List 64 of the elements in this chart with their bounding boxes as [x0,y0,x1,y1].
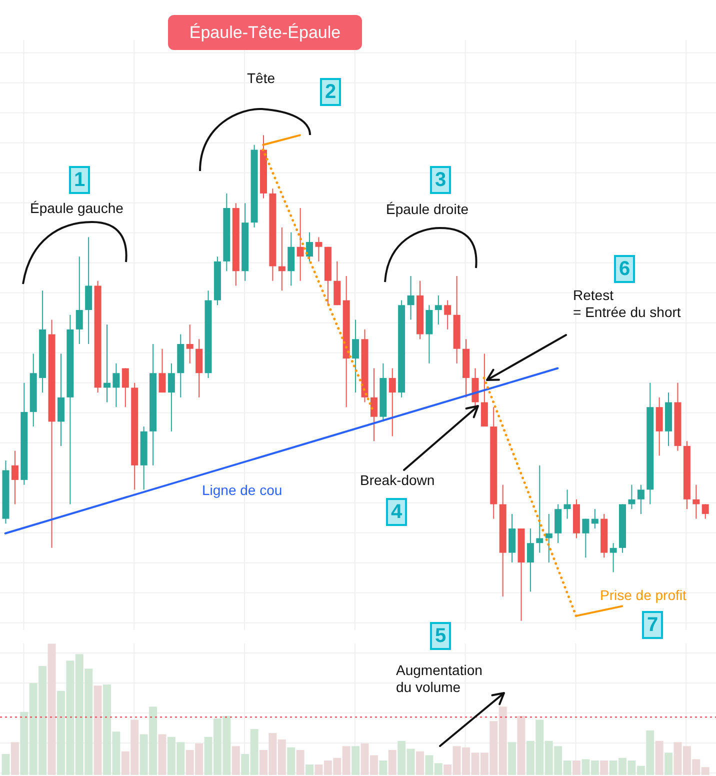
bar [287,747,296,775]
candlestick [76,256,83,344]
candlestick [158,348,166,394]
candlestick [564,489,571,520]
candlestick [434,294,442,326]
candlestick [296,208,304,282]
candlestick [526,528,534,592]
bar [517,716,526,775]
bar [10,742,19,775]
annotation: Augmentation du volume [396,662,482,696]
candlestick [168,362,175,432]
candlestick [536,464,544,554]
candlestick [702,504,709,520]
bar [379,760,388,775]
annotation: Break-down [360,472,435,489]
candlestick [352,319,360,394]
annotation: 4 [386,498,408,526]
annotation: Épaule droite [386,201,469,218]
annotation: Épaule gauche [30,200,124,217]
annotation: Retest = Entrée du short [573,287,681,321]
candlestick [103,324,110,403]
bar [48,644,56,775]
bar [296,750,304,775]
annotation: 5 [430,622,452,650]
candlestick [628,484,636,510]
candlestick [306,232,314,262]
bar [2,754,10,775]
candlestick [186,324,194,364]
candlestick [637,484,644,514]
bar [306,764,314,775]
annotation: 1 [69,166,90,194]
text: Tête [247,70,276,87]
bar [232,746,240,775]
candlestick [278,226,286,292]
bar [416,751,424,775]
series-label: Ligne de cou [202,482,282,498]
bar [600,760,608,775]
bar [508,742,516,775]
candlestick [112,362,120,408]
candlestick [591,508,598,530]
bar [388,750,396,775]
candlestick [11,450,18,505]
bar [572,760,580,775]
candlestick [370,368,378,442]
annotation: Prise de profit [600,587,686,604]
text: 2 [320,78,342,106]
bar [655,740,664,775]
candlestick [444,300,452,330]
bar [94,686,102,775]
candlestick [407,276,414,320]
candlestick [122,368,129,408]
bar [352,746,360,775]
candlestick [610,542,617,573]
candlestick [388,368,396,437]
candlestick [582,518,590,558]
annotation: 7 [642,611,664,639]
chart-title: Épaule-Tête-Épaule [168,15,362,50]
candlestick [315,236,322,262]
bar [158,734,166,775]
annotation: 3 [430,166,452,194]
annotation: 6 [614,255,636,283]
candlestick [545,513,552,563]
candlestick [692,484,700,520]
bar [664,752,673,775]
